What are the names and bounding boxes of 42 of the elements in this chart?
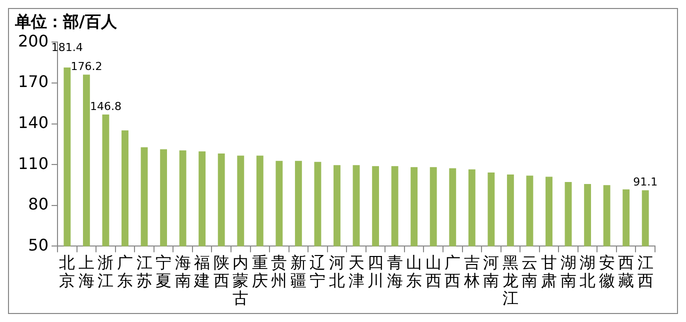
x-tick-label: 湖北 [580,253,596,290]
x-tick-label: 辽宁 [310,253,326,290]
x-tick-label: 新疆 [290,253,306,290]
x-tick-label: 海南 [174,253,191,290]
y-tick-label: 50 [28,235,49,254]
x-tick-label: 黑龙江 [502,253,518,308]
x-tick-label: 湖南 [560,253,576,290]
x-tick-label: 广东 [116,253,133,290]
x-tick-label: 甘肃 [541,253,557,290]
x-tick-label: 河南 [483,253,500,290]
data-label: 176.2 [70,60,102,73]
x-tick-label: 河北 [328,253,345,290]
x-tick-label: 内蒙古 [232,253,249,308]
x-tick-label: 宁夏 [156,253,172,290]
y-tick-label: 110 [18,154,49,173]
x-tick-label: 青海 [386,253,403,290]
x-tick-label: 北京 [59,253,76,290]
x-tick-label: 浙江 [98,253,114,290]
data-label: 181.4 [51,40,83,54]
x-tick-label: 吉林 [462,253,480,290]
x-tick-label: 贵州 [271,253,288,290]
x-tick-label: 上海 [78,253,94,290]
x-tick-label: 西藏 [618,253,634,290]
x-tick-label: 江苏 [136,253,152,290]
data-label: 146.8 [90,100,122,113]
x-tick-label: 江西 [637,253,654,290]
x-tick-label: 山东 [406,253,422,290]
x-tick-label: 福建 [193,253,210,290]
x-tick-label: 重庆 [252,253,268,290]
y-tick-label: 170 [18,72,49,92]
x-tick-label: 安徽 [598,253,615,290]
y-tick-label: 140 [18,112,49,132]
x-tick-label: 陕西 [213,253,230,290]
y-tick-label: 200 [18,31,49,50]
chart-title: 单位：部/百人 [14,12,118,31]
y-tick-label: 80 [28,194,49,214]
x-tick-label: 云南 [522,253,538,290]
x-tick-label: 广西 [444,253,461,290]
x-tick-label: 山西 [425,253,442,290]
data-label: 91.1 [633,176,658,189]
x-tick-label: 天津 [348,253,364,290]
x-tick-label: 四川 [368,253,384,290]
